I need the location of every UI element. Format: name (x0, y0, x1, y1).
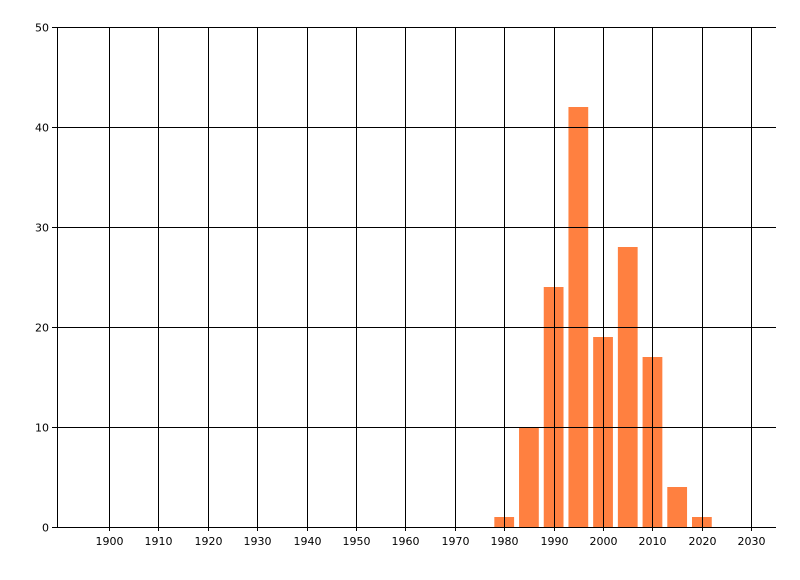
bar-1985 (519, 427, 539, 527)
x-tick-label-1990: 1990 (541, 535, 569, 548)
y-tick-label-0: 0 (42, 522, 49, 535)
x-tick-label-1930: 1930 (244, 535, 272, 548)
x-tick-label-1950: 1950 (343, 535, 371, 548)
y-tick-label-10: 10 (35, 422, 49, 435)
x-tick-label-1970: 1970 (442, 535, 470, 548)
y-tick-label-30: 30 (35, 222, 49, 235)
x-tick-label-1980: 1980 (491, 535, 519, 548)
y-tick-label-40: 40 (35, 122, 49, 135)
y-tick-label-20: 20 (35, 322, 49, 335)
bar-1990 (543, 287, 564, 527)
x-tick-label-1960: 1960 (392, 535, 420, 548)
x-tick-label-2010: 2010 (639, 535, 667, 548)
bar-2015 (667, 487, 688, 527)
x-tick-label-1900: 1900 (96, 535, 124, 548)
x-tick-label-2000: 2000 (590, 535, 618, 548)
x-tick-label-1920: 1920 (195, 535, 223, 548)
bar-2005 (617, 247, 638, 527)
bar-1995 (568, 107, 589, 527)
x-tick-label-2030: 2030 (738, 535, 766, 548)
x-tick-label-2020: 2020 (689, 535, 717, 548)
x-tick-label-1910: 1910 (145, 535, 173, 548)
x-tick-label-1940: 1940 (294, 535, 322, 548)
bar-2020 (691, 517, 712, 527)
y-tick-label-50: 50 (35, 22, 49, 35)
